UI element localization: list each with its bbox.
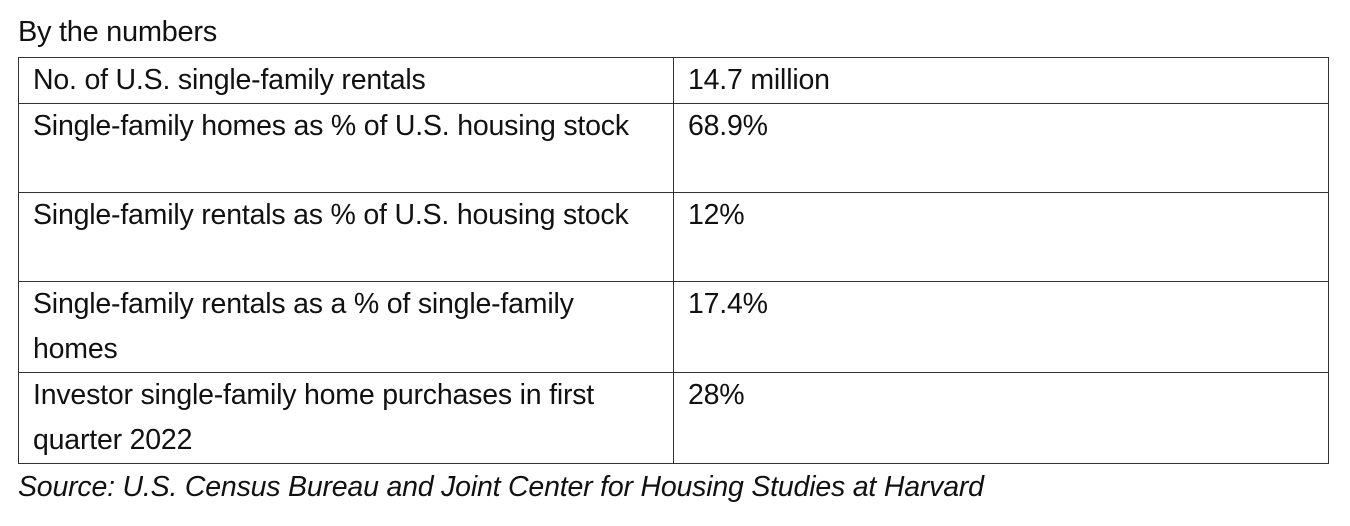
row-value: 68.9% bbox=[673, 103, 1329, 193]
row-label: Single-family rentals as a % of single-f… bbox=[18, 281, 674, 373]
page-title: By the numbers bbox=[18, 16, 217, 48]
table-row: Single-family homes as % of U.S. housing… bbox=[18, 103, 1329, 193]
statistics-table: No. of U.S. single-family rentals 14.7 m… bbox=[18, 57, 1329, 464]
table-row: Single-family rentals as % of U.S. housi… bbox=[18, 192, 1329, 282]
row-value: 28% bbox=[673, 372, 1329, 464]
row-label: Single-family rentals as % of U.S. housi… bbox=[18, 192, 674, 282]
row-value: 12% bbox=[673, 192, 1329, 282]
table-row: Single-family rentals as a % of single-f… bbox=[18, 281, 1329, 373]
source-note: Source: U.S. Census Bureau and Joint Cen… bbox=[18, 471, 984, 503]
row-value: 17.4% bbox=[673, 281, 1329, 373]
row-value: 14.7 million bbox=[673, 57, 1329, 104]
row-label: Investor single-family home purchases in… bbox=[18, 372, 674, 464]
row-label: Single-family homes as % of U.S. housing… bbox=[18, 103, 674, 193]
table-row: Investor single-family home purchases in… bbox=[18, 372, 1329, 464]
table-row: No. of U.S. single-family rentals 14.7 m… bbox=[18, 57, 1329, 104]
row-label: No. of U.S. single-family rentals bbox=[18, 57, 674, 104]
